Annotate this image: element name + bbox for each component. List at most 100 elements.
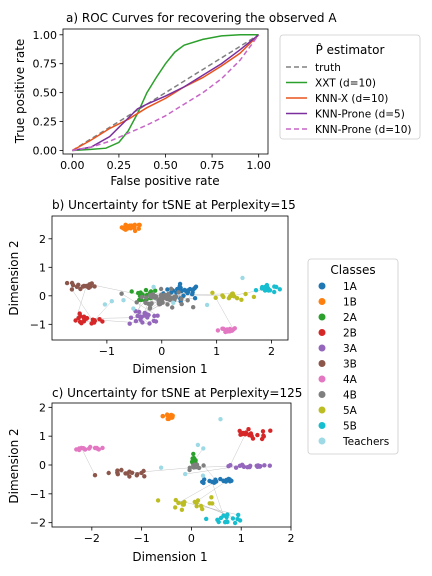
c-point-2b [246,427,251,432]
b-point-5a [226,296,232,301]
c-point-3b [123,471,128,476]
b-point-2a [129,289,134,294]
c-point-1a [202,477,207,482]
b-point-1b [136,226,141,231]
b-point-teachers [171,300,176,305]
roc-ytick-label: 1.00 [33,29,58,42]
c-point-4a [92,445,98,451]
b-xtick-label: 2 [268,345,275,358]
roc-legend-label-0: truth [315,62,341,74]
roc-legend-label-3: KNN-Prone (d=5) [315,109,405,121]
b-point-3b [70,283,76,288]
c-xtick-label: 1 [238,532,245,545]
b-point-5b [272,284,277,289]
classes-legend-label-2: 2A [343,312,358,324]
b-point-2a [143,287,149,293]
b-point-4b [158,286,164,292]
b-point-4b [165,302,170,307]
c-point-teachers [183,471,188,477]
b-point-4a [231,327,236,332]
c-point-5a [194,504,199,509]
b-point-4a [223,329,228,334]
classes-legend-label-1: 1B [343,297,357,309]
b-uncertainty-link [121,293,158,316]
classes-legend-label-7: 4B [343,390,357,402]
c-point-3b [106,470,111,476]
c-point-2b [268,428,273,433]
classes-legend-marker-6 [318,375,326,383]
c-point-5b [225,519,230,525]
c-point-2b [255,432,260,438]
b-point-4b [163,293,168,298]
b-point-4b [143,295,149,300]
c-point-3a [247,464,252,470]
c-point-5a [210,501,215,506]
b-point-4b [170,305,175,310]
c-point-4b [194,463,199,469]
b-point-1a [191,287,196,292]
roc-xtick-label: 0.25 [107,159,132,172]
tsne-15-axes-frame [51,215,289,341]
c-point-4b [187,467,192,473]
c-ytick-label: −1 [30,488,46,501]
roc-series-line-4 [72,34,260,152]
tsne-15-panel: b) Uncertainty for tSNE at Perplexity=15… [7,198,296,376]
b-point-teachers [131,306,136,311]
c-xtick-label: −2 [84,532,100,545]
b-point-3a [140,320,145,325]
classes-legend-marker-8 [318,406,326,414]
b-point-1b [123,222,128,227]
b-point-1b [121,226,127,231]
c-point-2b [248,431,254,436]
tsne-15-ylabel: Dimension 2 [7,240,21,315]
classes-legend-marker-10 [318,437,326,445]
classes-legend-marker-0 [318,282,326,290]
c-point-5b [235,516,240,522]
c-point-5b [236,512,241,518]
b-point-3a [147,321,152,326]
b-point-5b [272,289,277,295]
c-point-2b [260,429,266,434]
b-point-4b [185,298,190,303]
b-point-2b [79,321,84,326]
b-point-2b [100,319,105,324]
c-uncertainty-link [81,447,96,476]
c-uncertainty-link [230,434,246,466]
b-point-5b [266,288,271,293]
classes-legend-label-0: 1A [343,281,358,293]
roc-xtick-label: 0.00 [60,159,85,172]
c-point-teachers [201,446,206,451]
c-point-4a [81,446,86,451]
classes-legend-marker-4 [318,344,326,352]
b-point-4b [173,294,179,300]
c-point-5a [209,495,214,500]
b-point-3a [153,319,159,324]
b-point-4b [179,301,184,307]
b-point-4a [227,327,233,332]
b-point-teachers [109,299,115,304]
c-point-2b [237,428,242,434]
b-point-3a [143,311,149,316]
classes-legend-title: Classes [330,263,375,277]
b-point-3a [137,309,142,315]
classes-legend-label-3: 2B [343,328,357,340]
c-point-3a [233,465,239,470]
b-point-4b [168,286,174,291]
classes-legend-marker-7 [318,391,326,398]
c-point-5b [215,517,220,522]
tsne-15-title: b) Uncertainty for tSNE at Perplexity=15 [52,198,296,212]
c-uncertainty-link [185,465,243,475]
c-uncertainty-link [203,465,216,480]
b-ytick-label: 2 [39,233,46,246]
c-point-2b [261,433,266,438]
c-point-3b [141,468,146,474]
classes-legend-label-4: 3A [343,343,358,355]
b-point-5b [253,288,259,293]
c-point-5b [230,516,236,521]
roc-ylabel: True positive rate [13,39,27,145]
c-point-3b [127,469,132,474]
roc-legend-label-4: KNN-Prone (d=10) [315,124,412,136]
b-point-3b [81,283,87,289]
b-point-5b [264,282,270,288]
b-point-4b [176,290,181,295]
